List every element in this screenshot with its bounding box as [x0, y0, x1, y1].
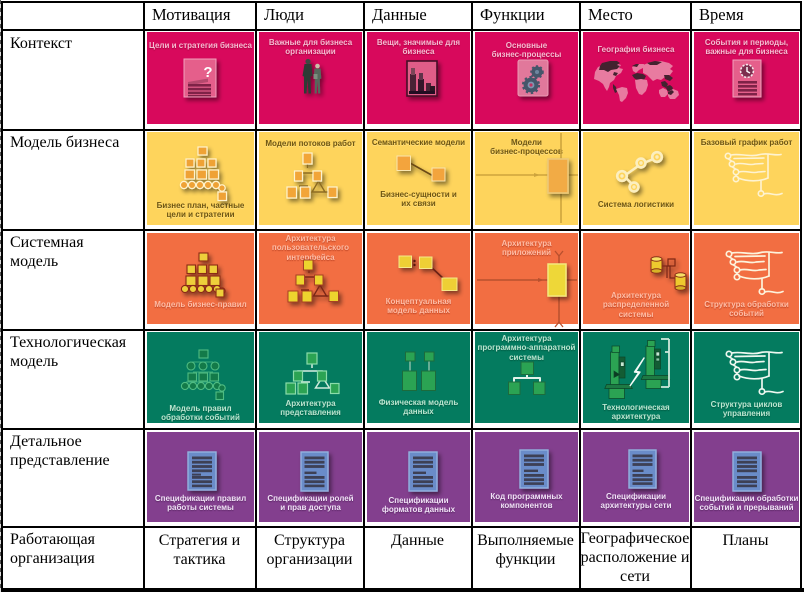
svg-text:?: ?: [203, 64, 212, 81]
